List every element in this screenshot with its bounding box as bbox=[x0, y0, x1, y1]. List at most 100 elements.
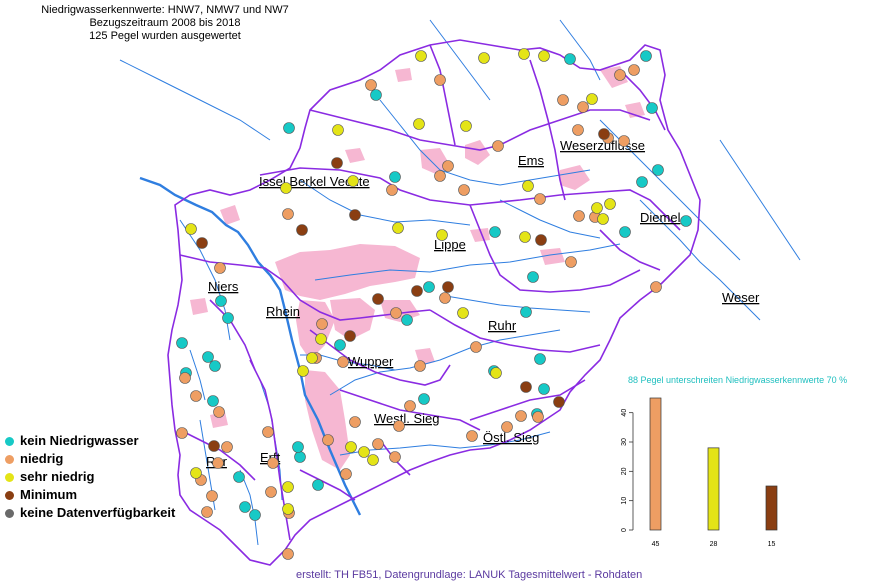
legend-dot-niedrig bbox=[5, 454, 14, 464]
gauge-point-niedrig bbox=[565, 256, 577, 268]
chart-y-tick-label: 0 bbox=[621, 528, 628, 532]
gauge-point-kein bbox=[401, 314, 413, 326]
chart-bar-label: 45 bbox=[652, 541, 660, 548]
gauge-point-niedrig bbox=[404, 400, 416, 412]
legend-label-niedrig: niedrig bbox=[20, 451, 64, 466]
gauge-point-niedrig bbox=[618, 135, 630, 147]
gauge-point-niedrig bbox=[466, 430, 478, 442]
chart-bar-label: 28 bbox=[710, 541, 718, 548]
gauge-point-kein bbox=[292, 441, 304, 453]
header-line-1: Niedrigwasserkennwerte: HNW7, NMW7 und N… bbox=[41, 4, 289, 16]
gauge-points bbox=[176, 48, 692, 560]
gauge-point-kein bbox=[619, 226, 631, 238]
gauge-point-niedrig bbox=[393, 420, 405, 432]
chart-bar bbox=[649, 397, 662, 531]
gauge-point-niedrig bbox=[176, 427, 188, 439]
gauge-point-niedrig bbox=[221, 441, 233, 453]
gauge-point-niedrig bbox=[414, 360, 426, 372]
gauge-point-niedrig bbox=[316, 318, 328, 330]
gauge-point-niedrig bbox=[458, 184, 470, 196]
gauge-point-sehr-niedrig bbox=[519, 231, 531, 243]
gauge-point-kein bbox=[652, 164, 664, 176]
gauge-point-sehr-niedrig bbox=[358, 446, 370, 458]
gauge-point-sehr-niedrig bbox=[190, 467, 202, 479]
gauge-point-sehr-niedrig bbox=[490, 367, 502, 379]
legend-item-sehr-niedrig: sehr niedrig bbox=[5, 468, 175, 486]
gauge-point-niedrig bbox=[265, 486, 277, 498]
gauge-point-sehr-niedrig bbox=[413, 118, 425, 130]
legend-dot-minimum bbox=[5, 490, 14, 500]
chart-y-tick-label: 30 bbox=[621, 438, 628, 446]
gauge-point-niedrig bbox=[201, 506, 213, 518]
gauge-point-niedrig bbox=[434, 74, 446, 86]
gauge-point-sehr-niedrig bbox=[457, 307, 469, 319]
gauge-point-sehr-niedrig bbox=[367, 454, 379, 466]
gauge-point-minimum bbox=[372, 293, 384, 305]
chart-bar bbox=[765, 485, 778, 531]
gauge-point-kein bbox=[294, 451, 306, 463]
legend-label-kein: kein Niedrigwasser bbox=[20, 433, 139, 448]
gauge-point-sehr-niedrig bbox=[538, 50, 550, 62]
gauge-point-minimum bbox=[296, 224, 308, 236]
gauge-point-niedrig bbox=[434, 170, 446, 182]
gauge-point-sehr-niedrig bbox=[597, 213, 609, 225]
basin-label: Weserzuflüsse bbox=[560, 138, 645, 153]
gauge-point-kein bbox=[334, 339, 346, 351]
chart-y-tick-label: 20 bbox=[621, 467, 628, 475]
gauge-point-kein bbox=[389, 171, 401, 183]
gauge-point-kein bbox=[520, 306, 532, 318]
basin-label: Rhein bbox=[266, 304, 300, 319]
basin-label: Diemel bbox=[640, 210, 681, 225]
legend-label-minimum: Minimum bbox=[20, 487, 78, 502]
gauge-point-sehr-niedrig bbox=[478, 52, 490, 64]
gauge-point-niedrig bbox=[573, 210, 585, 222]
gauge-point-niedrig bbox=[628, 64, 640, 76]
gauge-point-minimum bbox=[442, 281, 454, 293]
gauge-point-niedrig bbox=[386, 184, 398, 196]
header-line-2: Bezugszeitraum 2008 bis 2018 bbox=[89, 17, 241, 29]
gauge-point-sehr-niedrig bbox=[518, 48, 530, 60]
gauge-point-sehr-niedrig bbox=[282, 481, 294, 493]
legend-dot-kein bbox=[5, 436, 14, 446]
chart-y-tick-label: 10 bbox=[621, 497, 628, 505]
gauge-point-kein bbox=[209, 360, 221, 372]
gauge-point-kein bbox=[640, 50, 652, 62]
map-header: Niedrigwasserkennwerte: HNW7, NMW7 und N… bbox=[0, 4, 330, 43]
gauge-point-niedrig bbox=[365, 79, 377, 91]
gauge-point-niedrig bbox=[262, 426, 274, 438]
gauge-point-niedrig bbox=[206, 490, 218, 502]
gauge-point-sehr-niedrig bbox=[282, 503, 294, 515]
gauge-point-niedrig bbox=[212, 457, 224, 469]
gauge-point-kein bbox=[202, 351, 214, 363]
gauge-point-minimum bbox=[535, 234, 547, 246]
legend-label-keine: keine Datenverfügbarkeit bbox=[20, 505, 176, 520]
gauge-point-sehr-niedrig bbox=[280, 182, 292, 194]
basin-label: Niers bbox=[208, 279, 239, 294]
gauge-point-kein bbox=[418, 393, 430, 405]
gauge-point-niedrig bbox=[442, 160, 454, 172]
gauge-point-minimum bbox=[411, 285, 423, 297]
gauge-point-niedrig bbox=[534, 193, 546, 205]
gauge-point-sehr-niedrig bbox=[297, 365, 309, 377]
gauge-point-kein bbox=[534, 353, 546, 365]
gauge-point-niedrig bbox=[214, 262, 226, 274]
basin-label: Wupper bbox=[348, 354, 394, 369]
gauge-point-niedrig bbox=[572, 124, 584, 136]
gauge-point-minimum bbox=[208, 440, 220, 452]
gauge-point-niedrig bbox=[390, 307, 402, 319]
gauge-point-minimum bbox=[598, 128, 610, 140]
gauge-point-sehr-niedrig bbox=[591, 202, 603, 214]
stats-caption: 88 Pegel unterschreiten Niedrigwasserken… bbox=[628, 375, 848, 385]
gauge-point-sehr-niedrig bbox=[185, 223, 197, 235]
gauge-point-kein bbox=[564, 53, 576, 65]
gauge-point-kein bbox=[233, 471, 245, 483]
gauge-point-minimum bbox=[196, 237, 208, 249]
basin-label: Östl. Sieg bbox=[483, 430, 539, 445]
gauge-point-niedrig bbox=[190, 390, 202, 402]
gauge-point-kein bbox=[176, 337, 188, 349]
gauge-point-niedrig bbox=[577, 101, 589, 113]
chart-bar bbox=[707, 447, 720, 531]
gauge-point-sehr-niedrig bbox=[332, 124, 344, 136]
gauge-point-niedrig bbox=[179, 372, 191, 384]
